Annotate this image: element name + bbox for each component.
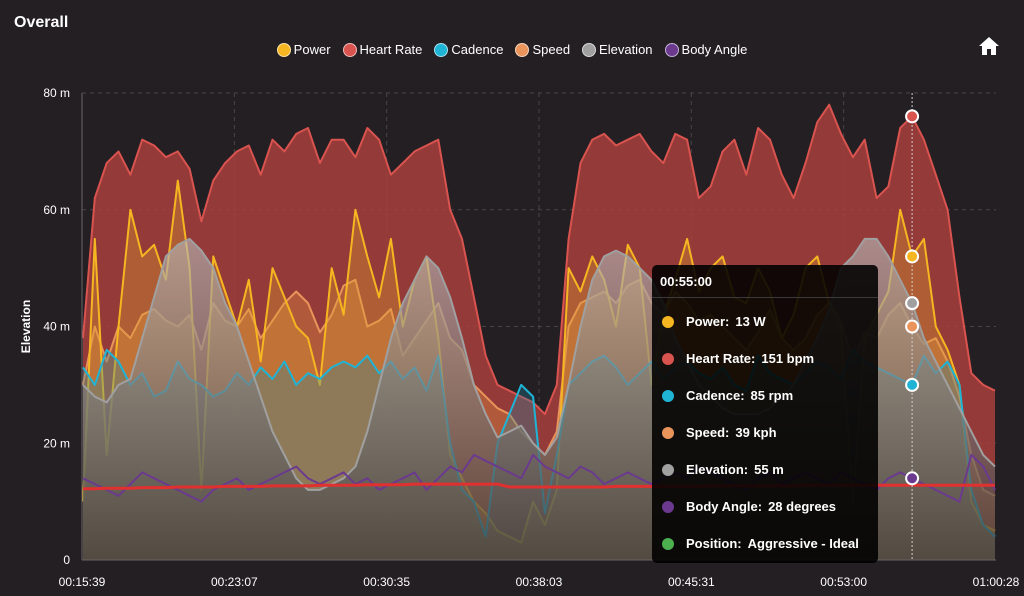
tooltip-row: Position: Aggressive - Ideal [662, 536, 859, 551]
tooltip-row: Cadence: 85 rpm [662, 388, 793, 403]
y-tick-label: 40 m [43, 320, 70, 334]
legend-item-speed[interactable]: Speed [515, 42, 570, 57]
legend-label-elevation: Elevation [599, 42, 653, 57]
tooltip-row-value: 85 rpm [750, 388, 794, 403]
legend-label-heart-rate: Heart Rate [359, 42, 423, 57]
legend-swatch-speed [515, 42, 530, 57]
y-tick-label: 20 m [43, 436, 70, 450]
legend-swatch-heart-rate [342, 42, 357, 57]
legend-swatch-cadence [434, 42, 449, 57]
tooltip-row-label: Speed: [686, 425, 730, 440]
tooltip-divider [652, 297, 878, 298]
hover-point [905, 249, 920, 264]
tooltip-row: Heart Rate: 151 bpm [662, 351, 814, 366]
legend-item-body-angle[interactable]: Body Angle [664, 42, 748, 57]
x-tick-label: 00:23:07 [211, 575, 258, 589]
tooltip-time: 00:55:00 [660, 274, 713, 289]
legend-swatch-power [276, 42, 291, 57]
legend-swatch-elevation [582, 42, 597, 57]
page-title: Overall [14, 14, 69, 31]
tooltip-row-value: 55 m [754, 462, 784, 477]
tooltip: 00:55:00 Power: 13 W Heart Rate: 151 bpm Cad… [652, 265, 878, 563]
tooltip-row: Speed: 39 kph [662, 425, 777, 440]
legend-label-speed: Speed [532, 42, 571, 57]
tooltip-row-label: Position: [686, 536, 742, 551]
tooltip-row-swatch [662, 426, 674, 439]
tooltip-row-label: Elevation: [686, 462, 749, 477]
x-tick-label: 00:45:31 [668, 575, 715, 589]
legend-item-heart-rate[interactable]: Heart Rate [342, 42, 423, 57]
legend-swatch-body-angle [664, 42, 679, 57]
hover-point [905, 109, 920, 124]
tooltip-row-value: Aggressive - Ideal [747, 536, 859, 551]
tooltip-row-label: Body Angle: [686, 499, 763, 514]
x-tick-label: 00:15:39 [59, 575, 106, 589]
legend-label-body-angle: Body Angle [681, 42, 748, 57]
x-tick-label: 00:30:35 [363, 575, 410, 589]
tooltip-row-swatch [662, 389, 674, 402]
legend-label-power: Power [293, 42, 331, 57]
tooltip-row-swatch [662, 537, 674, 550]
tooltip-row-label: Heart Rate: [686, 351, 756, 366]
tooltip-row-swatch [662, 352, 674, 365]
tooltip-row-label: Cadence: [686, 388, 745, 403]
chart-legend: Power Heart Rate Cadence Speed Elevation… [0, 42, 1024, 57]
tooltip-row-value: 28 degrees [768, 499, 837, 514]
line-heart-rate [82, 103, 996, 416]
home-icon[interactable] [978, 36, 1000, 56]
tooltip-row-swatch [662, 463, 674, 476]
legend-item-cadence[interactable]: Cadence [434, 42, 503, 57]
hover-point [905, 377, 920, 392]
y-tick-label: 80 m [43, 86, 70, 100]
tooltip-row-value: 151 bpm [761, 351, 815, 366]
hover-point [905, 471, 920, 486]
hover-point [905, 296, 920, 311]
tooltip-row-swatch [662, 315, 674, 328]
legend-item-power[interactable]: Power [276, 42, 331, 57]
tooltip-row: Elevation: 55 m [662, 462, 784, 477]
legend-item-elevation[interactable]: Elevation [582, 42, 653, 57]
hover-point [905, 319, 920, 334]
y-axis-label: Elevation [19, 300, 33, 353]
tooltip-row-value: 39 kph [735, 425, 777, 440]
y-tick-label: 0 [63, 553, 70, 567]
y-tick-label: 60 m [43, 203, 70, 217]
tooltip-row: Power: 13 W [662, 314, 766, 329]
tooltip-row-swatch [662, 500, 674, 513]
tooltip-row-value: 13 W [735, 314, 766, 329]
legend-label-cadence: Cadence [451, 42, 504, 57]
tooltip-row-label: Power: [686, 314, 730, 329]
x-tick-label: 00:53:00 [820, 575, 867, 589]
x-tick-label: 01:00:28 [973, 575, 1020, 589]
tooltip-row: Body Angle: 28 degrees [662, 499, 836, 514]
x-tick-label: 00:38:03 [516, 575, 563, 589]
